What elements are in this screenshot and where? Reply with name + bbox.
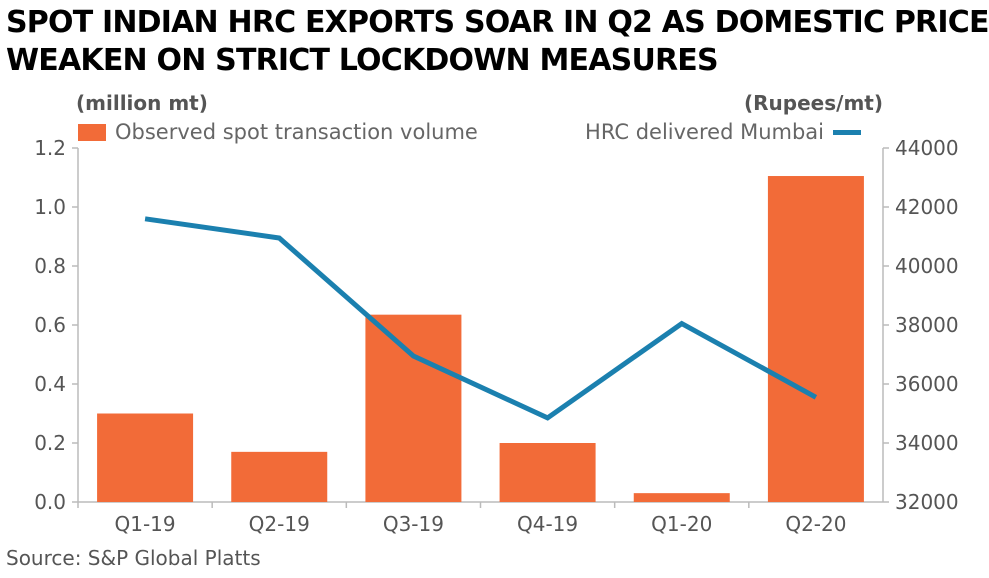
legend-line-swatch — [833, 129, 861, 135]
left-tick-label: 0.0 — [34, 490, 66, 514]
left-tick-label: 0.4 — [34, 372, 66, 396]
x-tick-label: Q1-20 — [651, 512, 712, 536]
legend-bar-label: Observed spot transaction volume — [115, 120, 478, 144]
left-tick-label: 0.2 — [34, 431, 66, 455]
volume-bar — [365, 314, 462, 502]
chart-title-line-2: WEAKEN ON STRICT LOCKDOWN MEASURES — [6, 43, 719, 78]
right-tick-label: 36000 — [895, 372, 959, 396]
x-tick-label: Q4-19 — [517, 512, 578, 536]
chart-title-line-1: SPOT INDIAN HRC EXPORTS SOAR IN Q2 AS DO… — [6, 5, 989, 40]
x-tick-label: Q3-19 — [383, 512, 444, 536]
right-tick-label: 38000 — [895, 313, 959, 337]
volume-bar — [633, 493, 730, 502]
legend-line: HRC delivered Mumbai — [585, 120, 861, 144]
volume-bar — [499, 443, 596, 502]
volume-bar — [97, 413, 194, 502]
volume-bar — [231, 451, 328, 502]
left-tick-label: 1.2 — [34, 136, 66, 160]
x-tick-label: Q1-19 — [115, 512, 176, 536]
left-tick-label: 1.0 — [34, 195, 66, 219]
source-note: Source: S&P Global Platts — [6, 546, 261, 570]
price-line — [144, 216, 818, 421]
left-axis-unit-label: (million mt) — [76, 91, 208, 115]
x-tick-label: Q2-19 — [249, 512, 310, 536]
left-tick-label: 0.6 — [34, 313, 66, 337]
x-tick-label: Q2-20 — [785, 512, 846, 536]
legend-bar-swatch — [78, 123, 106, 141]
chart-title: SPOT INDIAN HRC EXPORTS SOAR IN Q2 AS DO… — [6, 4, 989, 80]
legend-bar: Observed spot transaction volume — [78, 120, 478, 144]
right-tick-label: 34000 — [895, 431, 959, 455]
volume-bar — [767, 176, 864, 502]
left-tick-label: 0.8 — [34, 254, 66, 278]
right-tick-label: 44000 — [895, 136, 959, 160]
right-tick-label: 32000 — [895, 490, 959, 514]
right-tick-label: 42000 — [895, 195, 959, 219]
legend-line-label: HRC delivered Mumbai — [585, 120, 824, 144]
right-tick-label: 40000 — [895, 254, 959, 278]
right-axis-unit-label: (Rupees/mt) — [744, 91, 883, 115]
